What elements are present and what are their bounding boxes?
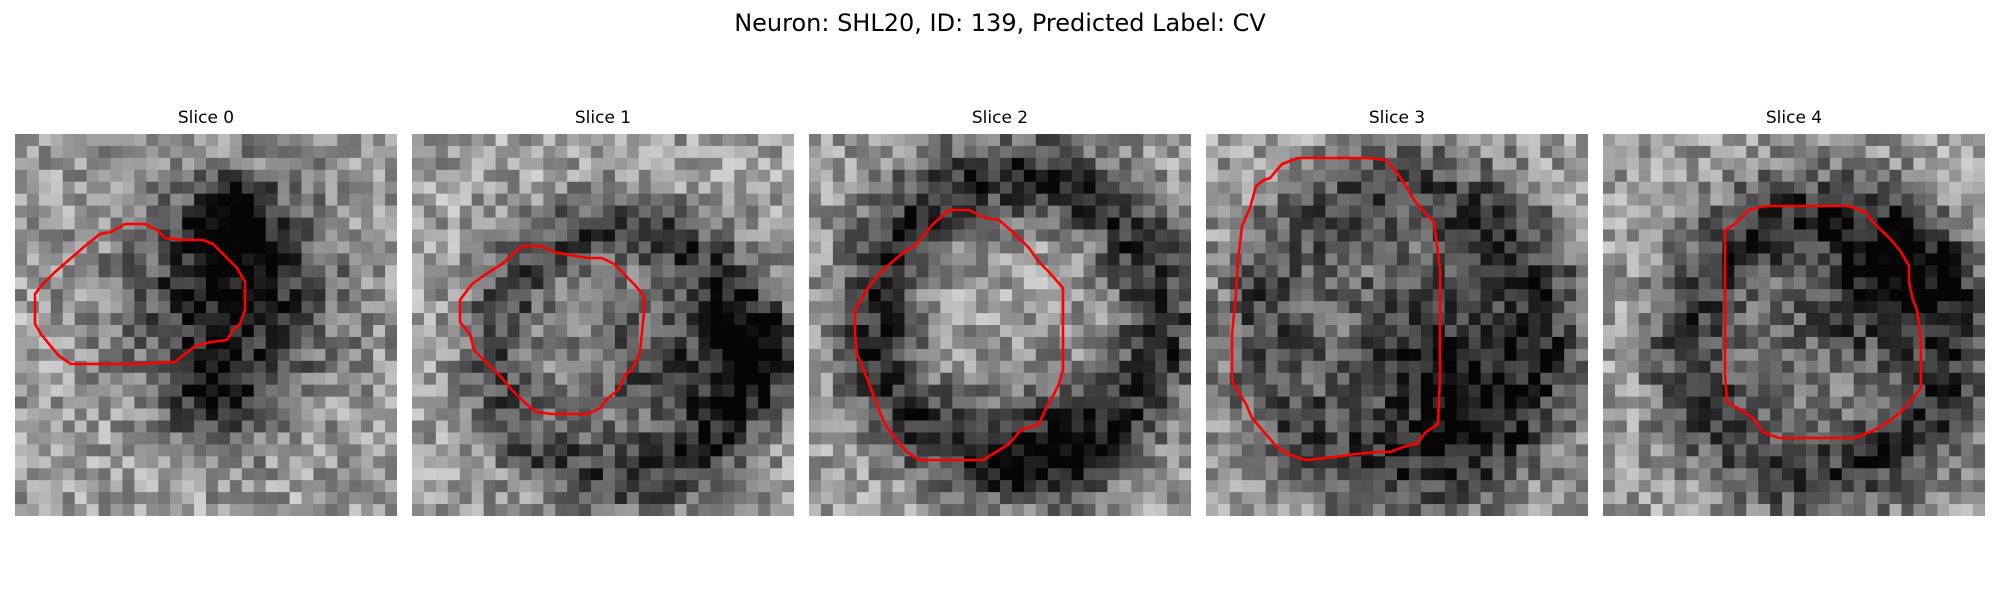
slice-image — [15, 134, 397, 516]
slice-panel-4: Slice 4 — [1603, 108, 1985, 516]
slice-image — [809, 134, 1191, 516]
slice-panel-2: Slice 2 — [809, 108, 1191, 516]
figure-title: Neuron: SHL20, ID: 139, Predicted Label:… — [734, 9, 1266, 37]
slice-panel-3: Slice 3 — [1206, 108, 1588, 516]
slice-image — [1603, 134, 1985, 516]
slice-title: Slice 0 — [177, 108, 235, 128]
roi-contour — [458, 244, 646, 416]
roi-contour — [33, 222, 247, 366]
slice-title: Slice 4 — [1765, 108, 1823, 128]
slice-title: Slice 1 — [574, 108, 632, 128]
roi-contour — [853, 208, 1065, 462]
roi-contour — [1230, 156, 1442, 462]
slice-title: Slice 2 — [971, 108, 1029, 128]
slice-panel-0: Slice 0 — [15, 108, 397, 516]
slice-image — [412, 134, 794, 516]
slice-title: Slice 3 — [1368, 108, 1426, 128]
slice-image — [1206, 134, 1588, 516]
roi-contour — [1723, 204, 1923, 440]
slice-panel-1: Slice 1 — [412, 108, 794, 516]
